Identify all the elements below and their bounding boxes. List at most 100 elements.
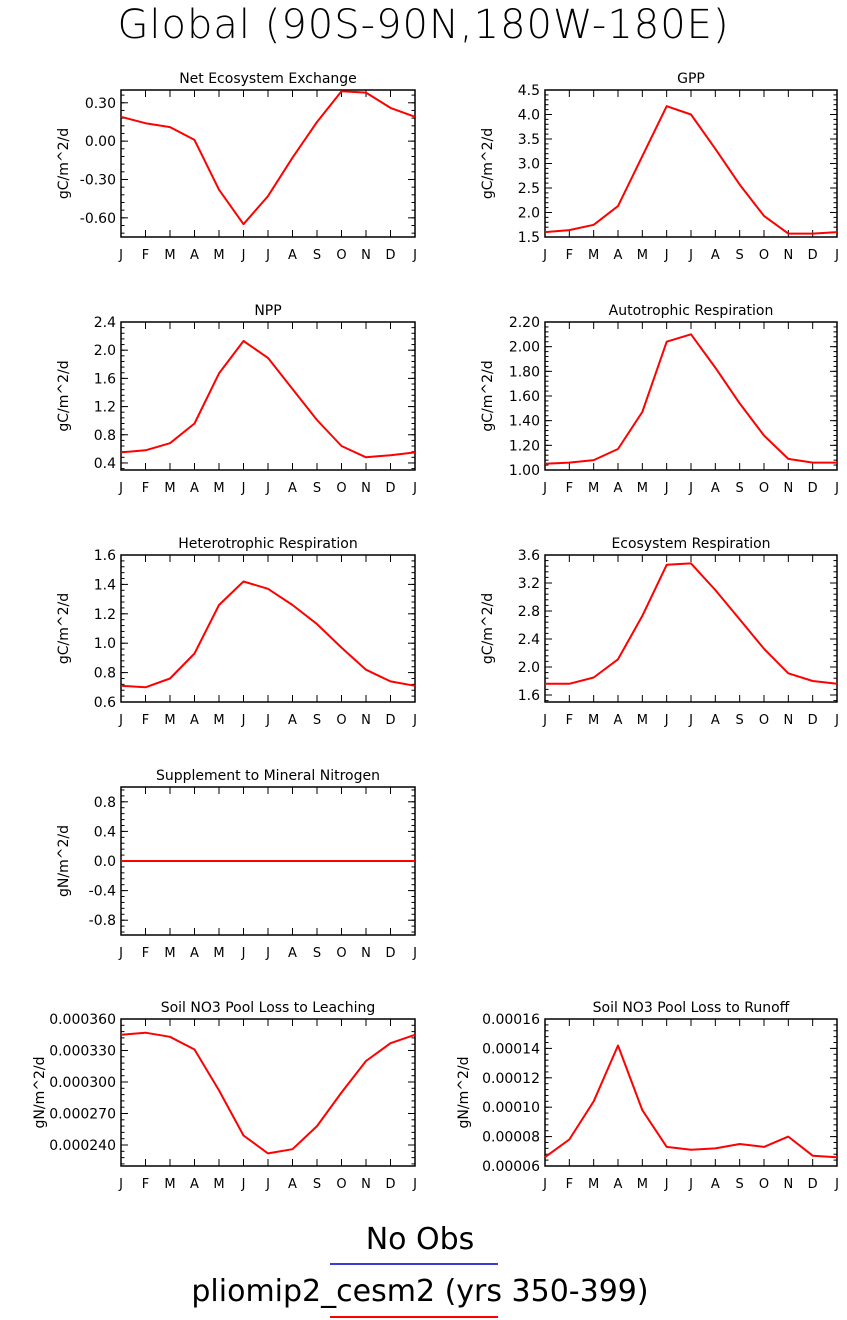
x-tick-label: J — [412, 481, 417, 496]
x-tick-label: J — [664, 481, 669, 496]
y-tick-label: 2.00 — [509, 340, 540, 356]
x-tick-label: A — [711, 481, 720, 496]
x-tick-label: M — [637, 713, 648, 728]
x-tick-label: M — [637, 481, 648, 496]
x-tick-label: O — [759, 713, 769, 728]
x-tick-label: J — [118, 481, 123, 496]
y-tick-label: 1.60 — [509, 389, 540, 405]
x-tick-label: O — [759, 248, 769, 263]
chart-panel: Supplement to Mineral Nitrogen gN/m^2/d J F… — [56, 768, 417, 961]
x-tick-label: J — [265, 713, 270, 728]
x-tick-label: J — [118, 946, 123, 961]
x-tick-label: N — [783, 713, 793, 728]
page-title: Global (90S-90N,180W-180E) — [117, 2, 730, 48]
x-tick-label: A — [711, 248, 720, 263]
x-tick-label: M — [164, 248, 175, 263]
x-tick-label: A — [711, 713, 720, 728]
chart-title: NPP — [254, 303, 281, 319]
x-tick-label: F — [566, 1177, 573, 1192]
x-tick-label: J — [542, 1177, 547, 1192]
x-tick-label: J — [241, 713, 246, 728]
x-tick-label: J — [118, 248, 123, 263]
series-line — [120, 340, 416, 459]
x-tick-label: D — [385, 481, 395, 496]
x-tick-label: N — [783, 1177, 793, 1192]
x-tick-label: M — [637, 248, 648, 263]
x-tick-label: D — [808, 248, 818, 263]
y-tick-label: 2.8 — [518, 604, 540, 620]
chart-title: GPP — [677, 71, 705, 87]
y-tick-label: 0.8 — [94, 428, 116, 444]
y-tick-label: 1.00 — [509, 463, 540, 479]
x-tick-label: N — [361, 946, 371, 961]
x-tick-label: S — [736, 1177, 744, 1192]
y-tick-label: -0.4 — [89, 884, 116, 900]
x-tick-label: J — [542, 481, 547, 496]
x-tick-label: N — [361, 481, 371, 496]
x-tick-label: S — [736, 248, 744, 263]
y-tick-label: 2.0 — [518, 206, 540, 222]
x-tick-label: D — [385, 946, 395, 961]
legend-label-obs: No Obs — [365, 1222, 475, 1257]
x-tick-label: S — [313, 1177, 321, 1192]
y-tick-label: -0.8 — [89, 913, 116, 929]
x-tick-label: J — [688, 248, 693, 263]
x-tick-label: A — [711, 1177, 720, 1192]
y-tick-label: 1.2 — [94, 400, 116, 416]
x-tick-label: D — [385, 248, 395, 263]
chart-title: Heterotrophic Respiration — [178, 536, 358, 552]
x-tick-label: J — [834, 713, 839, 728]
y-tick-label: 4.0 — [518, 108, 540, 124]
series-line — [120, 90, 416, 226]
x-tick-label: A — [288, 713, 297, 728]
x-tick-label: S — [313, 946, 321, 961]
chart-panel: Soil NO3 Pool Loss to Leaching gN/m^2/d J F… — [32, 1000, 417, 1192]
y-tick-label: 1.2 — [94, 607, 116, 623]
y-tick-label: 3.5 — [518, 132, 540, 148]
x-tick-label: S — [313, 481, 321, 496]
y-tick-label: 2.0 — [518, 660, 540, 676]
y-tick-label: 0.8 — [94, 666, 116, 682]
y-axis-label: gN/m^2/d — [32, 1057, 48, 1129]
x-tick-label: O — [336, 946, 346, 961]
x-tick-label: A — [288, 1177, 297, 1192]
x-tick-label: D — [808, 481, 818, 496]
y-tick-label: 0.000300 — [49, 1075, 116, 1091]
x-tick-label: M — [213, 481, 224, 496]
chart-title: Autotrophic Respiration — [609, 303, 774, 319]
y-tick-label: 0.00006 — [482, 1159, 540, 1175]
y-tick-label: 3.2 — [518, 576, 540, 592]
x-tick-label: J — [542, 713, 547, 728]
y-tick-label: 0.8 — [94, 795, 116, 811]
x-tick-label: J — [688, 713, 693, 728]
y-tick-label: 2.20 — [509, 315, 540, 331]
x-tick-label: J — [265, 1177, 270, 1192]
x-tick-label: J — [412, 1177, 417, 1192]
plot-frame — [544, 89, 838, 238]
x-tick-label: F — [566, 713, 573, 728]
x-tick-label: A — [190, 713, 199, 728]
y-axis-label: gC/m^2/d — [56, 360, 72, 431]
x-tick-label: M — [213, 946, 224, 961]
x-tick-label: D — [385, 1177, 395, 1192]
y-axis-label: gC/m^2/d — [480, 128, 496, 199]
y-tick-label: 0.000360 — [49, 1012, 116, 1028]
chart-title: Soil NO3 Pool Loss to Runoff — [593, 1000, 790, 1016]
y-tick-label: 0.00008 — [482, 1130, 540, 1146]
series-line — [545, 562, 838, 685]
x-tick-label: D — [385, 713, 395, 728]
y-tick-label: 0.30 — [85, 96, 116, 112]
y-tick-label: 1.80 — [509, 364, 540, 380]
x-tick-label: D — [808, 1177, 818, 1192]
x-tick-label: M — [164, 713, 175, 728]
plot-frame — [120, 1018, 416, 1167]
x-tick-label: O — [759, 1177, 769, 1192]
series-line — [544, 1044, 838, 1159]
series-line — [544, 105, 838, 235]
x-tick-label: N — [783, 248, 793, 263]
x-tick-label: O — [336, 248, 346, 263]
x-tick-label: S — [313, 713, 321, 728]
